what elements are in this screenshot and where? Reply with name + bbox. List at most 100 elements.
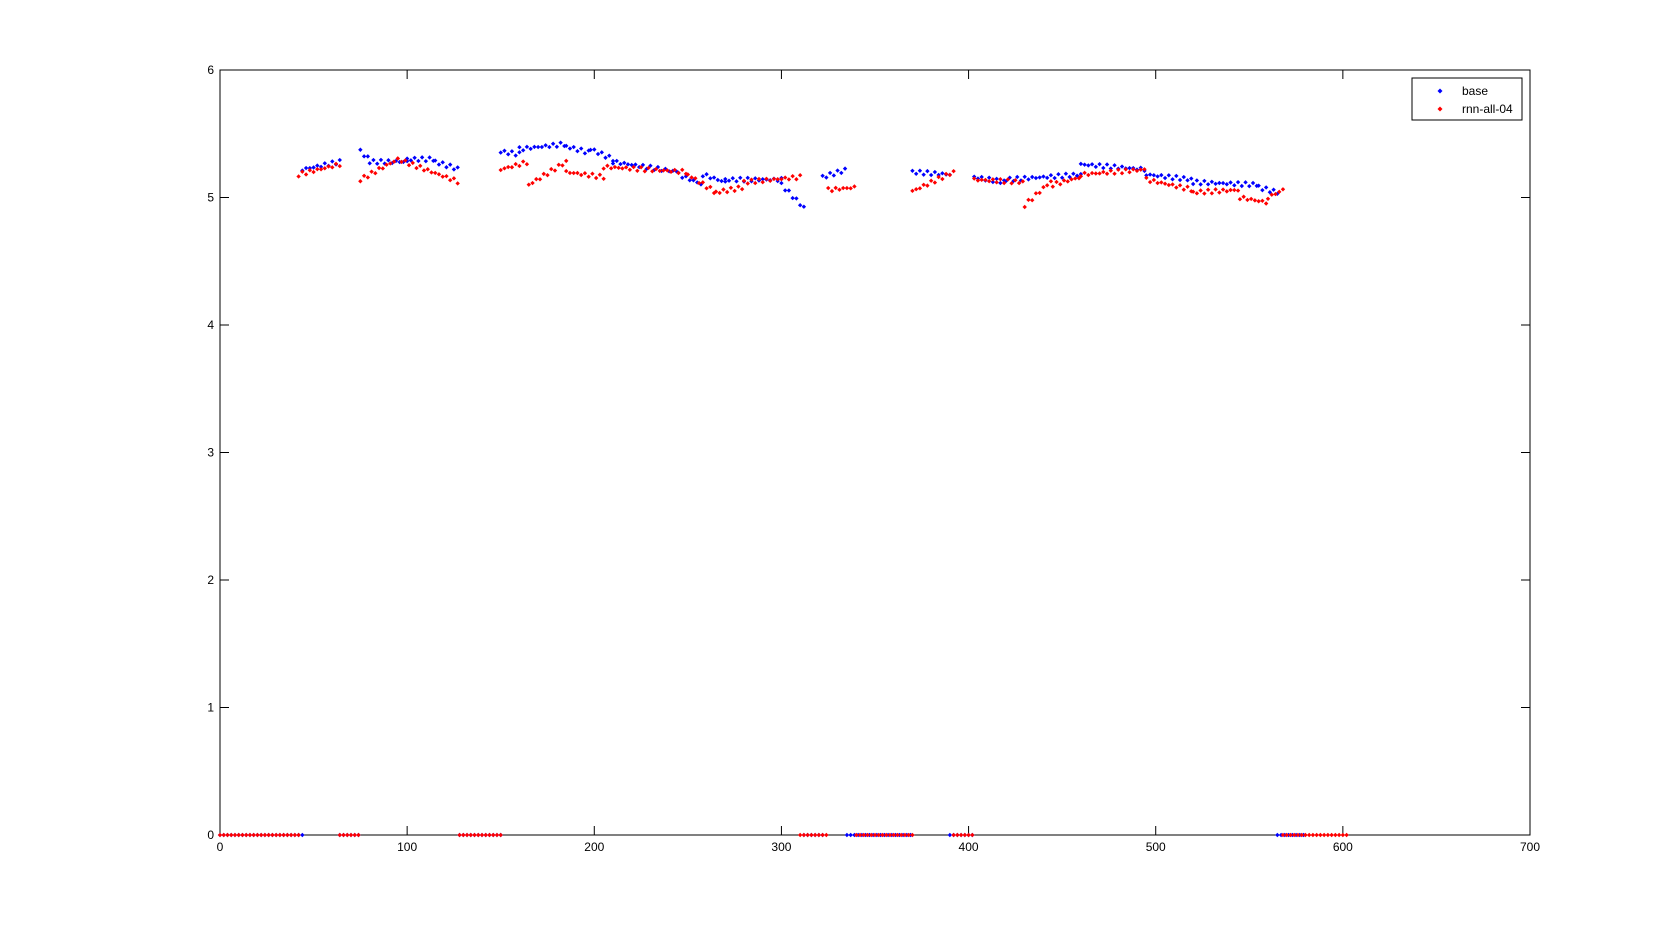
data-point bbox=[887, 832, 893, 838]
data-point bbox=[330, 159, 335, 164]
data-point bbox=[457, 832, 462, 838]
data-point bbox=[229, 832, 234, 838]
data-point bbox=[419, 155, 425, 160]
data-point bbox=[633, 162, 638, 167]
data-point bbox=[872, 832, 878, 838]
data-point bbox=[1127, 170, 1132, 175]
data-point bbox=[406, 163, 412, 168]
data-point bbox=[384, 162, 389, 167]
data-point bbox=[352, 832, 357, 838]
data-point bbox=[1159, 172, 1164, 178]
data-point bbox=[895, 832, 900, 838]
data-point bbox=[1089, 170, 1095, 176]
data-point bbox=[1104, 162, 1110, 167]
data-point bbox=[288, 832, 294, 838]
data-point bbox=[824, 175, 829, 180]
data-point bbox=[558, 140, 563, 145]
data-point bbox=[1166, 173, 1172, 178]
data-point bbox=[805, 832, 810, 838]
data-point bbox=[337, 157, 342, 163]
data-point bbox=[418, 163, 423, 169]
data-point bbox=[644, 166, 649, 172]
data-point bbox=[921, 172, 926, 177]
data-point bbox=[597, 172, 603, 177]
data-point bbox=[1065, 179, 1070, 184]
data-point bbox=[520, 159, 526, 164]
data-point bbox=[307, 168, 313, 173]
data-point bbox=[657, 168, 662, 174]
data-point bbox=[940, 171, 945, 176]
data-point bbox=[1048, 179, 1054, 184]
data-point bbox=[745, 181, 750, 186]
data-point bbox=[738, 175, 743, 180]
data-point bbox=[1147, 179, 1153, 185]
data-point bbox=[869, 832, 874, 838]
data-point bbox=[601, 176, 606, 181]
data-point bbox=[610, 158, 616, 164]
data-point bbox=[695, 180, 700, 185]
data-point bbox=[837, 187, 842, 192]
data-point bbox=[1299, 832, 1304, 838]
data-point bbox=[545, 172, 550, 178]
data-point bbox=[1005, 177, 1011, 182]
data-point bbox=[593, 175, 599, 181]
data-point bbox=[1303, 832, 1308, 838]
data-point bbox=[732, 188, 737, 194]
data-point bbox=[760, 177, 765, 182]
data-point bbox=[665, 168, 670, 173]
data-point bbox=[1280, 187, 1286, 192]
data-point bbox=[1189, 189, 1194, 194]
data-point bbox=[564, 143, 569, 149]
data-point bbox=[1048, 172, 1054, 178]
data-point bbox=[1336, 832, 1342, 838]
data-point bbox=[986, 175, 992, 180]
data-point bbox=[1245, 197, 1250, 203]
data-point bbox=[910, 168, 915, 173]
data-point bbox=[676, 170, 681, 176]
data-point bbox=[1123, 167, 1128, 172]
data-point bbox=[1041, 184, 1046, 190]
x-tick-label: 300 bbox=[771, 840, 791, 854]
data-point bbox=[998, 176, 1003, 182]
data-point bbox=[947, 172, 953, 178]
data-point bbox=[509, 165, 515, 170]
data-point bbox=[543, 143, 548, 148]
data-point bbox=[829, 188, 835, 194]
data-point bbox=[672, 167, 677, 173]
data-point bbox=[1170, 177, 1175, 182]
plot-area bbox=[219, 69, 1531, 836]
data-point bbox=[790, 195, 795, 201]
data-point bbox=[1224, 189, 1230, 194]
data-point bbox=[296, 832, 301, 838]
data-point bbox=[1260, 198, 1265, 203]
data-point bbox=[1037, 190, 1042, 196]
data-point bbox=[1217, 190, 1222, 195]
data-point bbox=[509, 149, 515, 154]
data-point bbox=[865, 832, 870, 838]
data-point bbox=[689, 175, 694, 180]
data-point bbox=[994, 176, 999, 182]
data-point bbox=[1235, 179, 1241, 185]
data-point bbox=[240, 832, 245, 838]
data-point bbox=[1071, 171, 1076, 176]
data-point bbox=[365, 175, 371, 180]
data-point bbox=[844, 185, 850, 191]
data-point bbox=[266, 832, 271, 838]
data-point bbox=[1241, 194, 1246, 199]
data-point bbox=[1252, 198, 1258, 203]
data-point bbox=[625, 162, 631, 167]
data-point bbox=[258, 832, 264, 838]
data-point bbox=[358, 147, 363, 152]
data-point bbox=[311, 169, 316, 175]
x-tick-label: 400 bbox=[959, 840, 979, 854]
data-point bbox=[650, 169, 655, 174]
data-point bbox=[1284, 832, 1289, 838]
data-point bbox=[1314, 832, 1319, 838]
data-point bbox=[552, 168, 558, 173]
data-point bbox=[270, 832, 275, 838]
data-point bbox=[1058, 182, 1063, 187]
data-point bbox=[994, 180, 999, 185]
data-point bbox=[376, 165, 382, 171]
data-point bbox=[440, 160, 445, 165]
data-point bbox=[494, 832, 500, 838]
